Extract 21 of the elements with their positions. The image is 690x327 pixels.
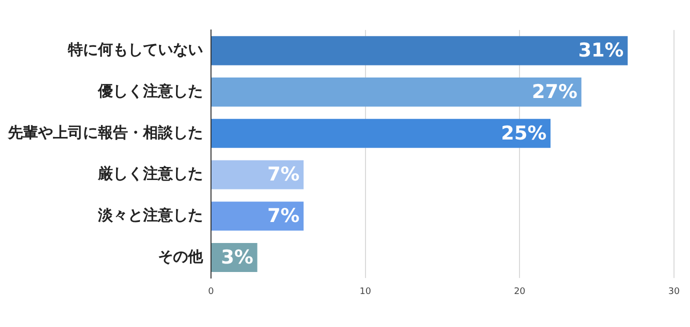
- y-tick-label: その他: [158, 247, 204, 266]
- bar: [212, 118, 551, 148]
- annotation: 7%: [267, 205, 300, 228]
- y-tick-label: 優しく注意した: [97, 82, 203, 100]
- annotation: 25%: [501, 122, 547, 144]
- bar: [212, 202, 304, 231]
- bar: [212, 78, 582, 107]
- annotation: 3%: [221, 246, 254, 268]
- bar: [212, 160, 304, 190]
- annotation: 7%: [267, 164, 300, 186]
- annotation: 31%: [578, 40, 624, 62]
- y-tick-label: 厳しく注意した: [97, 164, 203, 183]
- annotation: 27%: [532, 80, 578, 103]
- bar: [212, 36, 628, 66]
- x-tick-label: 30: [668, 286, 680, 297]
- x-tick-label: 20: [514, 286, 526, 297]
- y-tick-label: 特に何もしていない: [67, 40, 203, 59]
- y-tick-label: 淡々と注意した: [97, 206, 203, 224]
- x-tick-label: 0: [208, 286, 214, 297]
- y-tick-label: 先輩や上司に報告・相談した: [7, 123, 203, 142]
- x-tick-label: 10: [360, 286, 372, 297]
